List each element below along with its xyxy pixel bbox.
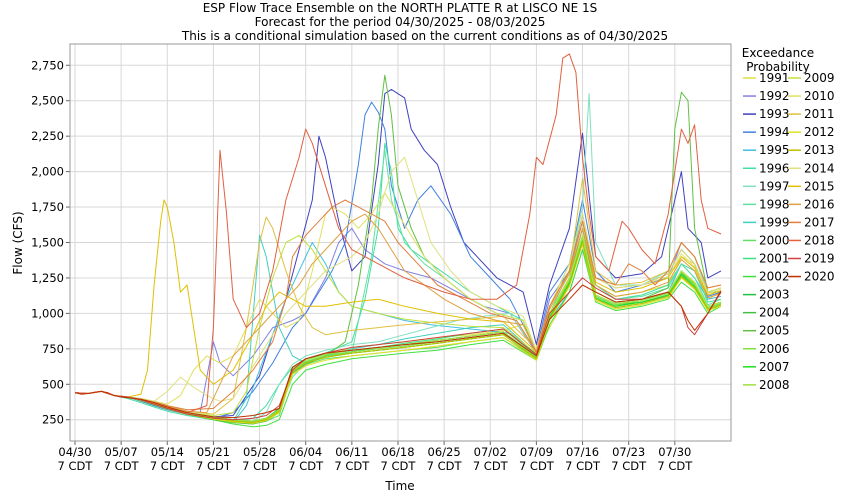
x-tick-label: 7 CDT: [104, 459, 140, 473]
legend: Exceedance Probability 1991 1992 1993 1994 1…: [742, 46, 835, 392]
legend-label-1998: 1998: [759, 197, 790, 211]
legend-label-2000: 2000: [759, 233, 790, 247]
legend-label-1994: 1994: [759, 125, 790, 139]
legend-label-2011: 2011: [804, 107, 835, 121]
x-tick-label: 07/16: [566, 445, 599, 459]
series-line-2017: [74, 199, 722, 411]
x-tick-label: 7 CDT: [427, 459, 463, 473]
legend-label-2006: 2006: [759, 342, 790, 356]
y-axis-label: Flow (CFS): [11, 211, 25, 274]
series-line-2018: [74, 53, 722, 414]
x-tick-label: 05/07: [105, 445, 138, 459]
series-line-2020: [74, 284, 722, 419]
y-tick-label: 1,000: [31, 306, 64, 320]
plot-frame: [69, 43, 732, 442]
y-tick-label: 1,250: [31, 271, 64, 285]
x-tick-label: 06/04: [289, 445, 322, 459]
x-tick-label: 7 CDT: [565, 459, 601, 473]
legend-label-2010: 2010: [804, 89, 835, 103]
legend-label-2005: 2005: [759, 324, 790, 338]
legend-label-1993: 1993: [759, 107, 790, 121]
legend-label-2013: 2013: [804, 143, 835, 157]
x-tick-label: 7 CDT: [334, 459, 370, 473]
y-tick-label: 250: [42, 413, 64, 427]
y-axis-ticks: 250 500 750 1,000 1,250 1,500 1,750 2,000 2,250 2…: [31, 58, 70, 427]
chart-title-line3: This is a conditional simulation based o…: [181, 29, 668, 43]
legend-label-1999: 1999: [759, 215, 790, 229]
x-tick-label: 7 CDT: [242, 459, 278, 473]
y-tick-label: 2,000: [31, 165, 64, 179]
legend-label-1997: 1997: [759, 179, 790, 193]
legend-label-2020: 2020: [804, 270, 835, 284]
x-tick-label: 07/30: [658, 445, 691, 459]
series-line-2016: [74, 213, 722, 414]
chart-title-line2: Forecast for the period 04/30/2025 - 08/…: [255, 15, 546, 29]
legend-label-1996: 1996: [759, 161, 790, 175]
y-tick-label: 1,500: [31, 236, 64, 250]
legend-label-2008: 2008: [759, 378, 790, 392]
legend-title-line1: Exceedance: [742, 46, 814, 60]
x-tick-label: 7 CDT: [58, 459, 94, 473]
y-tick-label: 2,500: [31, 94, 64, 108]
grid: [70, 44, 731, 441]
x-tick-label: 05/28: [243, 445, 276, 459]
legend-label-1991: 1991: [759, 71, 790, 85]
series-lines: [74, 53, 722, 428]
x-tick-label: 07/23: [612, 445, 645, 459]
y-tick-label: 750: [42, 342, 64, 356]
x-tick-label: 7 CDT: [381, 459, 417, 473]
chart-title-line1: ESP Flow Trace Ensemble on the NORTH PLA…: [203, 1, 598, 15]
legend-label-2012: 2012: [804, 125, 835, 139]
y-tick-label: 500: [42, 377, 64, 391]
x-tick-label: 7 CDT: [473, 459, 509, 473]
legend-label-2009: 2009: [804, 71, 835, 85]
legend-label-2002: 2002: [759, 270, 790, 284]
y-tick-label: 2,250: [31, 129, 64, 143]
x-tick-label: 06/25: [428, 445, 461, 459]
x-tick-label: 7 CDT: [611, 459, 647, 473]
x-tick-label: 05/14: [151, 445, 184, 459]
y-tick-label: 1,750: [31, 200, 64, 214]
legend-label-2016: 2016: [804, 197, 835, 211]
legend-label-1992: 1992: [759, 89, 790, 103]
x-tick-label: 04/30: [58, 445, 91, 459]
legend-label-2019: 2019: [804, 252, 835, 266]
x-tick-label: 05/21: [197, 445, 230, 459]
legend-label-2001: 2001: [759, 252, 790, 266]
x-tick-label: 7 CDT: [657, 459, 693, 473]
legend-label-2007: 2007: [759, 360, 790, 374]
x-tick-label: 06/18: [381, 445, 414, 459]
legend-label-2004: 2004: [759, 306, 790, 320]
x-tick-label: 7 CDT: [196, 459, 232, 473]
legend-label-2003: 2003: [759, 288, 790, 302]
chart-title: ESP Flow Trace Ensemble on the NORTH PLA…: [181, 1, 668, 43]
x-tick-label: 7 CDT: [519, 459, 555, 473]
x-tick-label: 06/11: [335, 445, 368, 459]
x-axis-label: Time: [384, 479, 414, 493]
x-tick-label: 7 CDT: [288, 459, 324, 473]
legend-label-2017: 2017: [804, 215, 835, 229]
legend-label-2018: 2018: [804, 233, 835, 247]
legend-label-2015: 2015: [804, 179, 835, 193]
legend-title-line2: Probability: [746, 60, 809, 74]
y-tick-label: 2,750: [31, 58, 64, 72]
x-tick-label: 07/09: [520, 445, 553, 459]
x-tick-label: 07/02: [474, 445, 507, 459]
x-tick-label: 7 CDT: [150, 459, 186, 473]
legend-label-2014: 2014: [804, 161, 835, 175]
legend-label-1995: 1995: [759, 143, 790, 157]
series-line-2015: [74, 199, 722, 398]
